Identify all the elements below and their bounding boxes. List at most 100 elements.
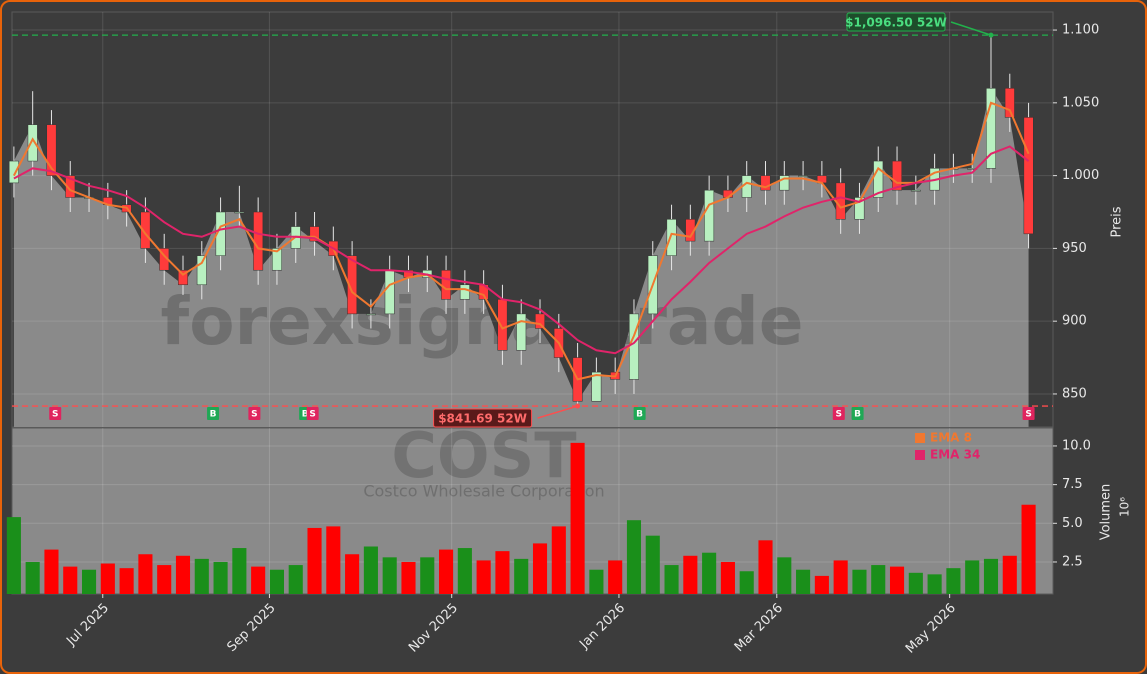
volume-bar	[702, 552, 717, 594]
candle-body	[779, 175, 790, 191]
signal-label: S	[309, 410, 315, 420]
y-tick-label: 850	[1062, 386, 1087, 401]
candle-body	[384, 269, 395, 315]
candle-body	[1004, 88, 1015, 118]
candle-body	[8, 160, 19, 184]
candle-body	[178, 269, 188, 286]
volume-bar	[608, 560, 623, 594]
signal-marker	[832, 407, 845, 420]
volume-bar	[288, 565, 303, 594]
volume-bar	[927, 574, 942, 594]
volume-bar	[589, 569, 604, 594]
candle-body	[1023, 117, 1034, 235]
candle-body	[347, 255, 358, 315]
volume-bar	[326, 526, 341, 594]
signal-label: B	[854, 410, 861, 420]
y-tick-label: 1.050	[1062, 95, 1099, 110]
candle-body	[535, 313, 545, 329]
volume-bar	[796, 569, 811, 594]
annotation-arrow	[537, 405, 578, 419]
candle-body	[516, 313, 527, 351]
volume-bar	[532, 543, 548, 594]
volume-bar	[908, 572, 923, 594]
volume-bar	[983, 558, 999, 594]
candle-body	[140, 211, 151, 249]
candle-body	[760, 175, 771, 191]
volume-bar	[645, 535, 660, 594]
candle-body	[892, 160, 902, 191]
volume-bar	[946, 568, 961, 594]
volume-bar	[777, 557, 792, 594]
y-axis-label: Volumen	[1099, 484, 1114, 541]
signal-label: B	[636, 410, 643, 420]
candle-body	[459, 284, 470, 300]
candle-body	[591, 371, 602, 402]
volume-bar	[157, 565, 172, 594]
volume-bar	[495, 551, 510, 594]
annotation-point	[988, 32, 994, 38]
signal-label: S	[52, 410, 58, 420]
volume-bar	[251, 566, 266, 594]
volume-bar	[345, 554, 360, 594]
volume-bar	[758, 540, 773, 594]
volume-bar	[63, 566, 78, 594]
ema-line	[13, 145, 1030, 355]
volume-bar	[570, 442, 585, 594]
candle-body	[873, 160, 884, 198]
volume-bar	[420, 557, 435, 594]
volume-bar	[213, 561, 228, 594]
signal-label: B	[302, 410, 309, 420]
volume-bar	[175, 555, 191, 594]
volume-bar	[889, 566, 905, 594]
candle-body	[309, 226, 320, 242]
signal-marker	[207, 407, 220, 420]
watermark-ticker: COST	[391, 419, 576, 492]
volume-bar	[382, 557, 397, 594]
volume-bar	[363, 546, 378, 594]
annotation-point	[575, 403, 581, 409]
volume-bar	[307, 527, 322, 594]
volume-bar	[814, 575, 829, 594]
candle-body	[27, 124, 38, 162]
volume-bar	[626, 520, 642, 594]
y-tick-label: 10.0	[1062, 438, 1091, 453]
candle-body	[910, 189, 921, 192]
candle-body	[46, 124, 57, 176]
signal-label: B	[210, 410, 217, 420]
volume-bar	[965, 560, 980, 594]
watermark-company: Costco Wholesale Corporation	[363, 482, 604, 501]
candle-body	[272, 248, 282, 271]
signal-marker	[1022, 407, 1035, 420]
signal-marker	[851, 407, 864, 420]
volume-bar	[44, 549, 59, 594]
y-tick-label: 5.0	[1062, 516, 1083, 531]
volume-bar	[664, 565, 679, 594]
volume-bar	[551, 526, 566, 594]
y-tick-label: 7.5	[1062, 477, 1083, 492]
y-tick-label: 2.5	[1062, 554, 1083, 569]
volume-bar	[232, 548, 247, 594]
y-tick-label: 1.000	[1062, 168, 1099, 183]
volume-bar	[119, 568, 134, 594]
candle-body	[666, 219, 677, 256]
volume-bar	[457, 548, 472, 594]
volume-bar	[476, 560, 491, 594]
signal-marker	[306, 407, 319, 420]
annotation-arrow	[950, 21, 992, 36]
candle-body	[854, 197, 865, 220]
candle-body	[497, 299, 508, 351]
volume-bar	[852, 569, 867, 594]
volume-bar	[25, 561, 40, 594]
volume-bar	[739, 571, 754, 594]
candle-body	[704, 189, 715, 242]
volume-bar	[269, 569, 284, 594]
candle-body	[798, 175, 809, 177]
candle-body	[253, 211, 264, 271]
volume-bar	[683, 555, 698, 594]
volume-bar	[194, 558, 209, 594]
candle-body	[629, 313, 639, 380]
candle-body	[234, 211, 245, 214]
candle-body	[986, 88, 996, 169]
